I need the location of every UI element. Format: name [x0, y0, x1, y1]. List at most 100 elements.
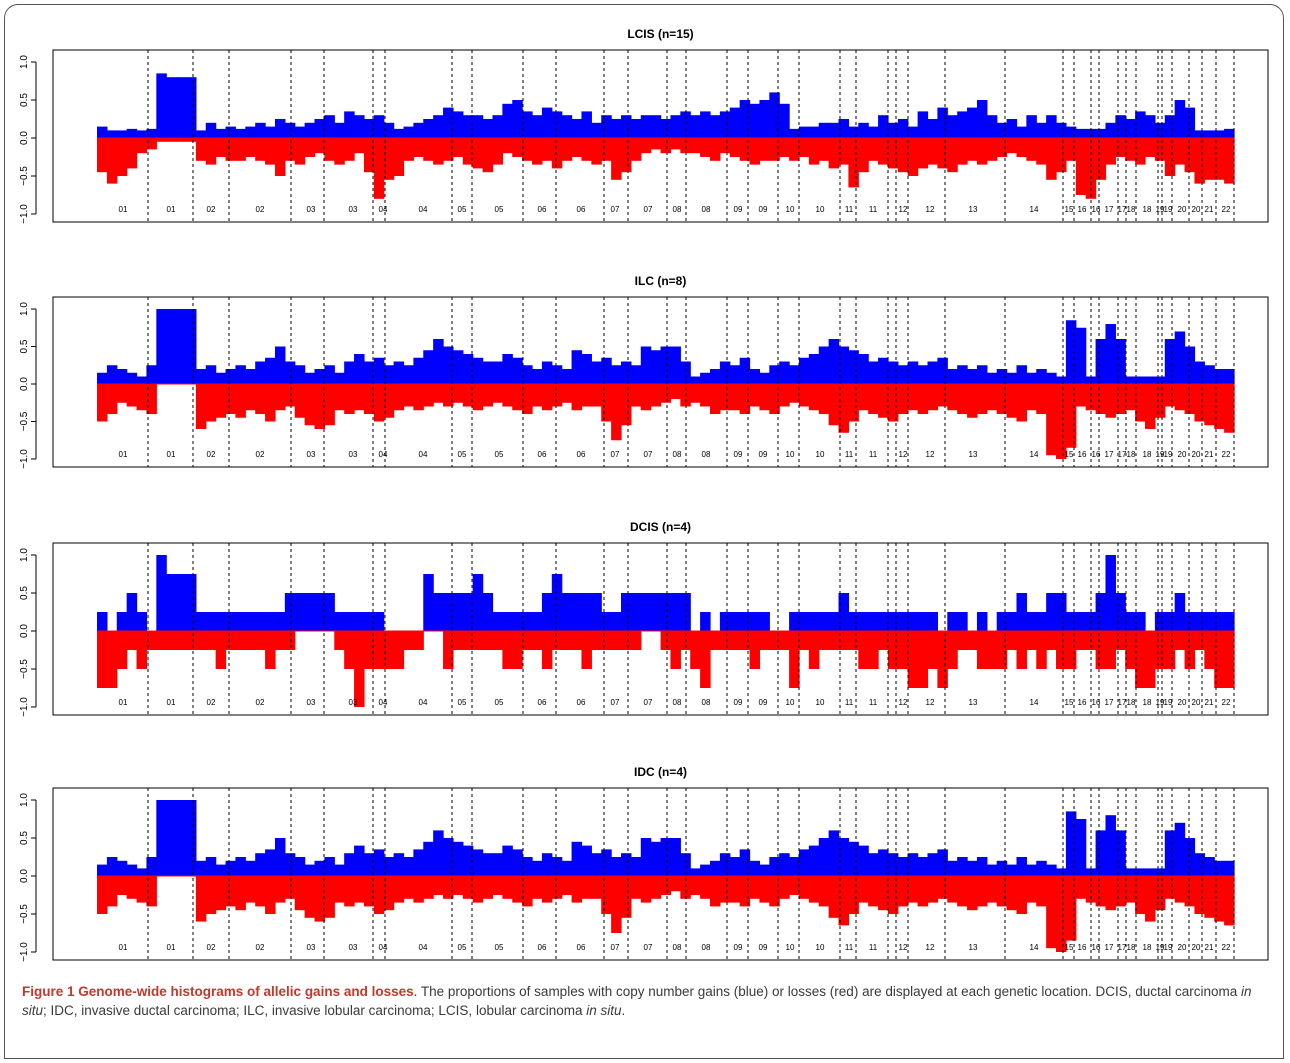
loss-bar: [274, 138, 286, 176]
gain-bar: [314, 119, 325, 138]
chromosome-label: 10: [816, 450, 825, 459]
loss-bar: [146, 138, 157, 150]
chromosome-label: 17: [1105, 943, 1114, 952]
gain-bar: [868, 361, 879, 384]
gain-bar: [729, 365, 741, 384]
loss-bar: [611, 631, 622, 650]
gain-bar: [97, 612, 108, 631]
loss-bar: [759, 138, 770, 161]
caption-text-3: .: [621, 1003, 626, 1018]
loss-bar: [1046, 631, 1057, 650]
gain-bar: [571, 350, 583, 384]
chromosome-label: 04: [419, 450, 428, 459]
gain-bar: [522, 857, 533, 876]
gain-bar: [176, 574, 187, 631]
gain-bar: [561, 860, 573, 876]
gain-bar: [324, 365, 335, 384]
chromosome-label: 07: [611, 205, 620, 214]
loss-bar: [304, 384, 316, 426]
loss-bar: [462, 631, 474, 650]
gain-bar: [116, 130, 128, 138]
loss-bar: [581, 876, 592, 899]
loss-bar: [858, 138, 869, 173]
gain-bar: [640, 593, 652, 631]
loss-bar: [433, 138, 444, 165]
loss-bar: [393, 631, 405, 669]
chromosome-label: 07: [611, 698, 620, 707]
loss-bar: [532, 876, 543, 899]
gain-bar: [502, 612, 513, 631]
loss-bar: [1125, 384, 1136, 411]
loss-bar: [660, 138, 672, 154]
gain-bar: [887, 122, 899, 138]
gain-bar: [136, 868, 148, 876]
gain-bar: [700, 612, 711, 631]
loss-bar: [996, 384, 1008, 414]
gain-bar: [1154, 376, 1166, 384]
chromosome-label: 12: [899, 943, 908, 952]
loss-bar: [136, 876, 148, 903]
loss-bar: [1036, 631, 1047, 669]
loss-bar: [284, 138, 296, 161]
loss-bar: [195, 876, 207, 922]
gain-bar: [1075, 327, 1087, 384]
loss-bar: [700, 384, 711, 407]
chromosome-label: 16: [1092, 450, 1101, 459]
chromosome-label: 11: [869, 205, 878, 214]
loss-bar: [166, 631, 177, 650]
loss-bar: [373, 384, 385, 422]
loss-bar: [443, 138, 454, 161]
chromosome-label: 09: [759, 943, 768, 952]
gain-bar: [660, 838, 672, 876]
gain-bar: [779, 361, 790, 384]
gain-bar: [729, 857, 741, 876]
loss-bar: [739, 384, 751, 414]
loss-bar: [749, 876, 761, 899]
loss-bar: [571, 876, 583, 903]
loss-bar: [1154, 876, 1166, 911]
gain-bar: [354, 115, 365, 138]
chromosome-label: 09: [759, 205, 768, 214]
loss-bar: [205, 631, 217, 650]
loss-bar: [937, 876, 948, 899]
gain-bar: [324, 115, 335, 138]
gain-bar: [789, 857, 800, 876]
loss-bar: [1016, 138, 1027, 157]
gain-bar: [996, 860, 1008, 876]
loss-bar: [1224, 876, 1235, 926]
chromosome-label: 17: [1118, 698, 1127, 707]
gain-bar: [621, 115, 632, 138]
gain-bar: [571, 593, 583, 631]
loss-bar: [927, 384, 938, 411]
loss-bar: [1125, 876, 1136, 903]
loss-bar: [235, 384, 246, 418]
gain-bar: [1065, 811, 1077, 876]
loss-bar: [393, 876, 405, 903]
gain-bar: [927, 612, 938, 631]
chromosome-label: 22: [1222, 698, 1231, 707]
gain-bar: [729, 612, 741, 631]
loss-bar: [1075, 384, 1087, 407]
loss-bar: [858, 876, 869, 903]
gain-bar: [1184, 838, 1196, 876]
loss-bar: [789, 384, 800, 403]
gain-bar: [512, 357, 523, 384]
chart-panel: DCIS (n=4) 01 01 02 02 03 03 04 04 05 05 06 06 07 07 08…: [19, 520, 1269, 717]
chromosome-label: 09: [759, 450, 768, 459]
loss-bar: [373, 138, 385, 199]
gain-bar: [927, 119, 938, 138]
loss-bar: [670, 384, 681, 399]
loss-bar: [1145, 631, 1156, 688]
gain-bar: [1075, 128, 1087, 138]
chromosome-label: 08: [702, 450, 711, 459]
loss-bar: [294, 876, 306, 911]
loss-bar: [403, 138, 414, 161]
gain-bar: [1016, 126, 1027, 138]
loss-bar: [670, 138, 681, 150]
gain-bar: [1036, 612, 1047, 631]
loss-bar: [1065, 876, 1077, 941]
chromosome-label: 06: [538, 943, 547, 952]
loss-bar: [393, 138, 405, 176]
gain-bar: [462, 115, 474, 138]
loss-bar: [769, 631, 780, 650]
